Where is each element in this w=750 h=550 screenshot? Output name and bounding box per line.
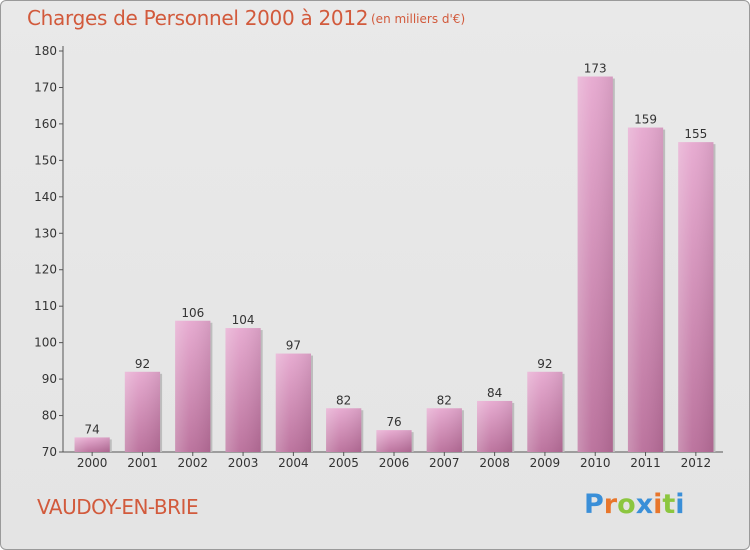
y-tick-label: 70 <box>42 445 57 459</box>
data-label: 173 <box>584 62 607 76</box>
x-tick-label: 2009 <box>530 456 561 470</box>
bar-highlight <box>678 142 714 453</box>
x-tick-label: 2000 <box>77 456 108 470</box>
x-tick-label: 2001 <box>127 456 158 470</box>
x-tick-label: 2002 <box>177 456 208 470</box>
data-label: 82 <box>336 393 351 407</box>
y-tick-label: 120 <box>34 263 57 277</box>
bar-highlight <box>627 127 664 453</box>
y-tick-label: 100 <box>34 336 57 350</box>
x-tick-label: 2011 <box>630 456 661 470</box>
bar-highlight <box>326 408 362 452</box>
data-label: 104 <box>232 313 255 327</box>
logo-letter: x <box>635 489 654 520</box>
x-tick-label: 2005 <box>328 456 359 470</box>
bar-highlight <box>426 408 462 452</box>
logo-letter: i <box>653 489 663 520</box>
data-label: 76 <box>386 415 401 429</box>
logo-letter: P <box>584 489 604 520</box>
bar-highlight <box>74 437 110 452</box>
chart-subtitle: (en milliers d'€) <box>371 12 466 26</box>
x-tick-label: 2004 <box>278 456 309 470</box>
x-tick-label: 2006 <box>379 456 410 470</box>
x-tick-label: 2010 <box>580 456 611 470</box>
data-label: 92 <box>537 357 552 371</box>
x-tick-label: 2003 <box>228 456 259 470</box>
x-tick-label: 2008 <box>479 456 510 470</box>
y-tick-label: 150 <box>34 153 57 167</box>
data-label: 84 <box>487 386 502 400</box>
y-tick-label: 170 <box>34 80 57 94</box>
bar-highlight <box>124 371 161 452</box>
y-tick-label: 80 <box>42 409 57 423</box>
logo-letter: i <box>675 489 685 520</box>
y-tick-label: 160 <box>34 117 57 131</box>
data-label: 97 <box>286 339 301 353</box>
bar-highlight <box>275 353 311 452</box>
y-tick-label: 180 <box>34 44 57 58</box>
data-label: 74 <box>85 422 100 436</box>
bar-highlight <box>376 430 412 452</box>
bar-highlight <box>477 400 513 452</box>
x-tick-label: 2012 <box>681 456 712 470</box>
data-label: 155 <box>684 127 707 141</box>
bar-highlight <box>225 328 261 452</box>
data-label: 92 <box>135 357 150 371</box>
logo-letter: o <box>617 489 636 520</box>
data-label: 159 <box>634 113 657 127</box>
y-tick-label: 90 <box>42 372 57 386</box>
logo-letter: t <box>662 489 676 520</box>
data-label: 106 <box>181 306 204 320</box>
bar-highlight <box>527 371 563 452</box>
y-tick-label: 110 <box>34 299 57 313</box>
y-tick-label: 140 <box>34 190 57 204</box>
logo-letter: r <box>603 489 618 520</box>
bar-highlight <box>577 76 613 452</box>
proxiti-logo: Proxiti <box>584 489 685 520</box>
bar-highlight <box>175 320 211 452</box>
data-label: 82 <box>437 393 452 407</box>
chart-title: Charges de Personnel 2000 à 2012 <box>27 6 369 30</box>
y-tick-label: 130 <box>34 226 57 240</box>
x-tick-label: 2007 <box>429 456 460 470</box>
commune-name: VAUDOY-EN-BRIE <box>37 495 199 519</box>
